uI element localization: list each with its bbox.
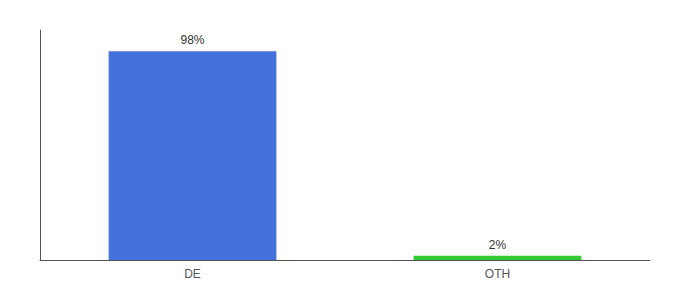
- svg-text:OTH: OTH: [485, 267, 510, 281]
- svg-text:2%: 2%: [489, 238, 507, 252]
- svg-text:98%: 98%: [180, 33, 204, 47]
- svg-text:DE: DE: [184, 267, 201, 281]
